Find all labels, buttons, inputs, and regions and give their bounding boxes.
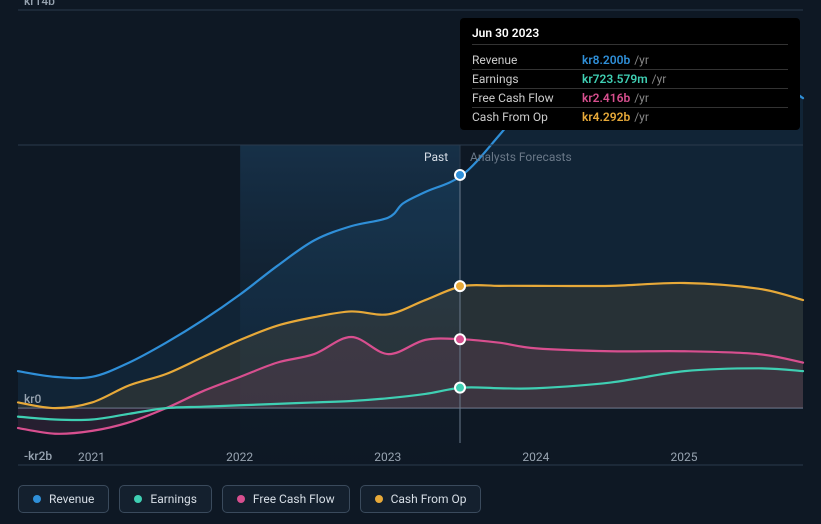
tooltip-unit: /yr	[634, 53, 649, 67]
legend-item-revenue[interactable]: Revenue	[18, 485, 109, 513]
tooltip-unit: /yr	[634, 91, 649, 105]
tooltip-row: Free Cash Flowkr2.416b/yr	[472, 89, 788, 108]
tooltip-metric-label: Earnings	[472, 72, 582, 86]
tooltip-row: Revenuekr8.200b/yr	[472, 51, 788, 70]
legend-item-earnings[interactable]: Earnings	[119, 485, 212, 513]
x-tick-label: 2023	[374, 450, 401, 464]
tooltip-metric-value: kr2.416b	[582, 91, 630, 105]
tooltip-row: Earningskr723.579m/yr	[472, 70, 788, 89]
tooltip-unit: /yr	[652, 72, 667, 86]
financials-chart: Past Analysts Forecasts kr14b kr0 -kr2b 20…	[0, 0, 821, 524]
legend-dot-icon	[375, 495, 383, 503]
x-tick-label: 2021	[78, 450, 105, 464]
legend-label: Cash From Op	[391, 492, 467, 506]
section-label-past: Past	[424, 150, 448, 164]
legend-label: Revenue	[49, 492, 94, 506]
tooltip-row: Cash From Opkr4.292b/yr	[472, 108, 788, 126]
tooltip-unit: /yr	[634, 110, 649, 124]
tooltip-metric-value: kr4.292b	[582, 110, 630, 124]
tooltip-metric-value: kr8.200b	[582, 53, 630, 67]
legend-label: Earnings	[150, 492, 197, 506]
tooltip-date: Jun 30 2023	[472, 26, 788, 45]
tooltip-metric-label: Cash From Op	[472, 110, 582, 124]
y-tick-label: kr0	[24, 392, 41, 406]
x-tick-label: 2022	[226, 450, 253, 464]
x-tick-label: 2025	[671, 450, 698, 464]
legend-label: Free Cash Flow	[253, 492, 335, 506]
legend-dot-icon	[33, 495, 41, 503]
x-tick-label: 2024	[522, 450, 549, 464]
legend: Revenue Earnings Free Cash Flow Cash From O…	[18, 485, 481, 513]
tooltip-metric-value: kr723.579m	[582, 72, 648, 86]
y-tick-label: kr14b	[24, 0, 55, 8]
section-label-forecast: Analysts Forecasts	[470, 150, 572, 164]
tooltip-metric-label: Free Cash Flow	[472, 91, 582, 105]
legend-dot-icon	[134, 495, 142, 503]
legend-item-free-cash-flow[interactable]: Free Cash Flow	[222, 485, 350, 513]
tooltip-metric-label: Revenue	[472, 53, 582, 67]
y-tick-label: -kr2b	[24, 449, 52, 463]
legend-item-cash-from-op[interactable]: Cash From Op	[360, 485, 482, 513]
chart-tooltip: Jun 30 2023 Revenuekr8.200b/yrEarningskr…	[460, 18, 800, 130]
legend-dot-icon	[237, 495, 245, 503]
